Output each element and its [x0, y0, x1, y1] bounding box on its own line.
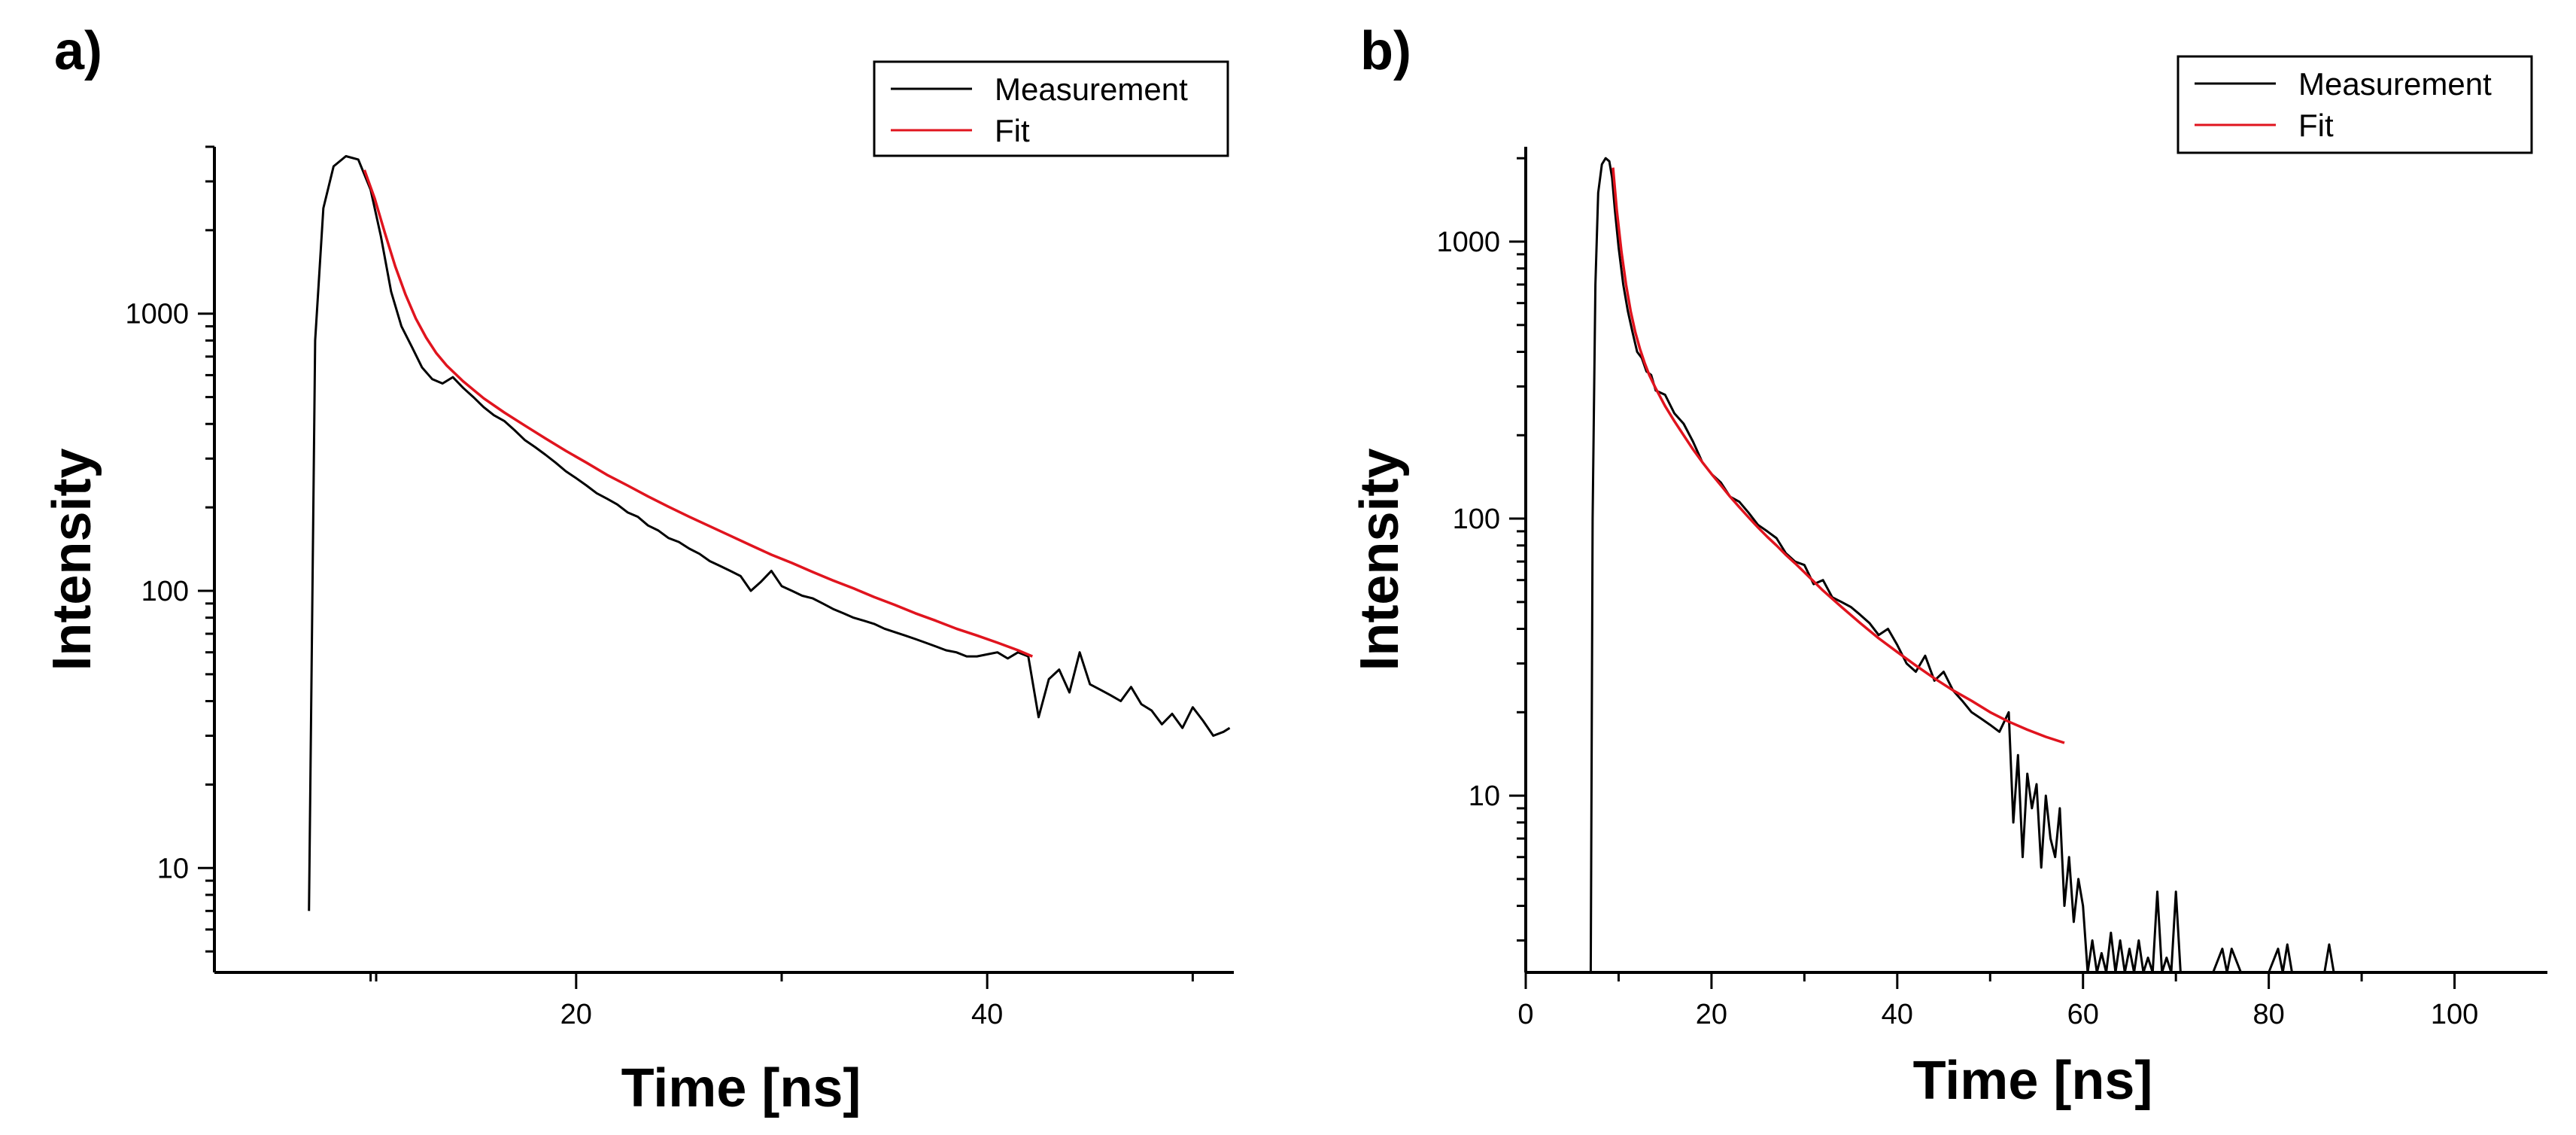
y-tick-label: 10 [157, 853, 189, 884]
y-tick-label: 100 [1453, 504, 1500, 535]
x-tick-label: 40 [971, 999, 1003, 1030]
y-axis-title: Intensity [1350, 448, 1410, 671]
measurement-line [1589, 157, 2344, 974]
y-tick-label: 100 [141, 576, 189, 607]
legend-label: Measurement [2298, 66, 2492, 102]
panel-a-chart: a) 10 100 1000 20 40 Time [ns] Intensity Measure… [42, 21, 1234, 1118]
legend-label: Fit [2298, 108, 2334, 143]
fit-line [363, 169, 1033, 658]
x-tick-label: 20 [560, 999, 592, 1030]
y-tick-label: 1000 [1436, 227, 1500, 258]
measurement-line [308, 155, 1231, 911]
x-tick-label: 60 [2067, 999, 2099, 1030]
x-tick-label: 20 [1696, 999, 1727, 1030]
x-axis-title: Time [ns] [1913, 1051, 2153, 1111]
x-tick-label: 0 [1517, 999, 1533, 1030]
x-tick-label: 40 [1882, 999, 1913, 1030]
legend-label: Measurement [995, 72, 1188, 107]
legend-box [873, 60, 1229, 157]
panel-b-chart: b) 10 100 1000 0 20 40 60 80 100 Time [ns] Intensit… [1350, 21, 2547, 1111]
legend-box [2177, 55, 2533, 154]
panel-label: a) [54, 21, 102, 81]
x-axis-title: Time [ns] [621, 1058, 861, 1118]
x-tick-label: 80 [2252, 999, 2284, 1030]
y-axis-title: Intensity [42, 448, 102, 671]
x-tick-label: 100 [2431, 999, 2478, 1030]
y-tick-label: 1000 [125, 299, 189, 330]
fit-line [1612, 167, 2065, 744]
panel-label: b) [1360, 21, 1411, 81]
legend-label: Fit [995, 113, 1030, 148]
y-tick-label: 10 [1469, 781, 1500, 812]
